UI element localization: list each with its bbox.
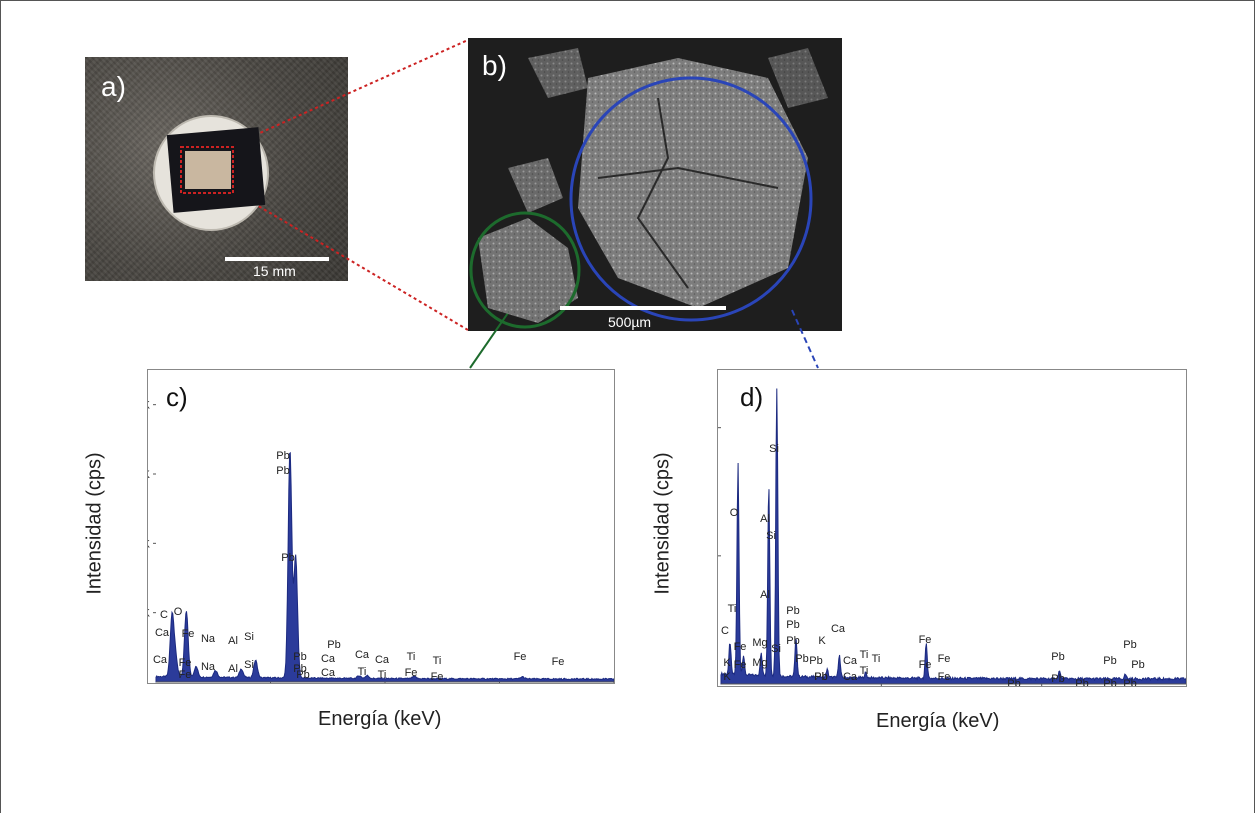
element-label: Fe — [179, 669, 192, 681]
sem-micrograph: b) 500µm — [468, 38, 842, 331]
element-label: Pb — [1051, 651, 1064, 663]
element-label: Fe — [919, 634, 932, 646]
element-label: Al — [228, 635, 238, 647]
element-label: Pb — [296, 669, 309, 681]
element-label: Ca — [375, 654, 390, 666]
chart-c-xlabel: Energía (keV) — [318, 708, 442, 730]
element-label: O — [174, 606, 183, 618]
element-label: Mg — [752, 637, 767, 649]
element-label: Ca — [153, 654, 168, 666]
element-label: Ti — [433, 655, 442, 667]
element-label: Pb — [795, 653, 808, 665]
element-label: Ca — [843, 671, 858, 683]
element-label: Al — [760, 513, 770, 525]
element-label: Fe — [938, 671, 951, 683]
element-label: Ca — [321, 653, 336, 665]
element-label: Ca — [831, 623, 846, 635]
y-tick-label: 4.0K — [148, 538, 151, 550]
panel-label-c: c) — [166, 382, 188, 412]
element-label: Al — [760, 589, 770, 601]
spectrum-c-plot: 2.0K4.0K6.0K8.0K2468 keVCOCaCaFeFeFeNaNa… — [148, 400, 614, 683]
element-label: Pb — [1075, 678, 1088, 686]
element-label: Ti — [407, 651, 416, 663]
element-label: Fe — [182, 628, 195, 640]
element-label: Ca — [155, 627, 170, 639]
panel-label-b: b) — [482, 50, 507, 81]
element-label: Fe — [405, 667, 418, 679]
element-label: Pb — [814, 671, 827, 683]
element-label: Ti — [728, 603, 737, 615]
scale-label-a: 15 mm — [253, 263, 296, 279]
element-label: Fe — [734, 641, 747, 653]
spectrum-trace — [155, 451, 614, 683]
spectrum-trace — [720, 388, 1186, 685]
element-label: Si — [771, 643, 781, 655]
element-label: Fe — [179, 657, 192, 669]
element-label: Pb — [293, 651, 306, 663]
chart-d-ylabel: Intensidad (cps) — [651, 452, 674, 595]
element-label: Pb — [1123, 639, 1136, 651]
element-label: Fe — [431, 671, 444, 683]
element-label: Pb — [1103, 655, 1116, 667]
y-tick-label: 8.0K — [148, 400, 151, 412]
element-label: Na — [201, 661, 216, 673]
element-label: Pb — [293, 663, 306, 675]
element-label: Ti — [860, 665, 869, 677]
element-label: Fe — [938, 653, 951, 665]
element-label: Ti — [872, 653, 881, 665]
element-label: Pb — [809, 655, 822, 667]
element-label: Si — [769, 443, 779, 455]
element-label: Pb — [327, 639, 340, 651]
sample-photo: a) 15 mm — [85, 57, 348, 281]
element-label: Fe — [734, 659, 747, 671]
element-label: Pb — [1103, 678, 1116, 686]
spectrum-d-plot: 2.0K4.0K510 keVOAlSiSiTiCFeFeKKMgMgSiAlP… — [718, 388, 1186, 686]
element-label: Na — [201, 633, 216, 645]
panel-label-d: d) — [740, 382, 764, 412]
element-label: Si — [766, 530, 776, 542]
element-label: Ti — [378, 669, 387, 681]
element-label: Ca — [843, 655, 858, 667]
element-label: Fe — [919, 659, 932, 671]
element-label: Pb — [1131, 659, 1144, 671]
element-label: Pb — [1007, 678, 1020, 686]
y-tick-label: 6.0K — [148, 469, 151, 481]
scale-label-b: 500µm — [608, 314, 652, 330]
element-label: Pb — [786, 635, 799, 647]
element-label: Fe — [552, 656, 565, 668]
panel-label-a: a) — [101, 71, 126, 102]
element-label: Pb — [276, 465, 289, 477]
element-label: Pb — [1051, 673, 1064, 685]
element-label: Ca — [321, 667, 336, 679]
element-label: K — [723, 671, 731, 683]
element-label: Fe — [514, 651, 527, 663]
chart-d-xlabel: Energía (keV) — [876, 710, 1000, 732]
chart-c-ylabel: Intensidad (cps) — [83, 452, 106, 595]
element-label: K — [818, 635, 826, 647]
element-label: Mg — [752, 657, 767, 669]
element-label: Ti — [358, 666, 367, 678]
element-label: Pb — [276, 450, 289, 462]
element-label: Al — [228, 663, 238, 675]
element-label: C — [721, 625, 729, 637]
y-tick-label: 2.0K — [148, 608, 151, 620]
element-label: Ti — [860, 649, 869, 661]
element-label: Si — [244, 631, 254, 643]
element-label: Pb — [786, 605, 799, 617]
sem-texture — [469, 48, 828, 329]
element-label: Ca — [355, 649, 370, 661]
eds-spectrum-d: d) 2.0K4.0K510 keVOAlSiSiTiCFeFeKKMgMgSi… — [717, 369, 1187, 687]
element-label: Pb — [786, 619, 799, 631]
element-label: Pb — [1123, 678, 1136, 686]
element-label: K — [723, 657, 731, 669]
eds-spectrum-c: c) 2.0K4.0K6.0K8.0K2468 keVCOCaCaFeFeFeN… — [147, 369, 615, 684]
element-label: O — [730, 507, 739, 519]
element-label: Si — [244, 659, 254, 671]
element-label: Pb — [814, 671, 827, 683]
element-label: C — [160, 609, 168, 621]
element-label: Pb — [281, 552, 294, 564]
